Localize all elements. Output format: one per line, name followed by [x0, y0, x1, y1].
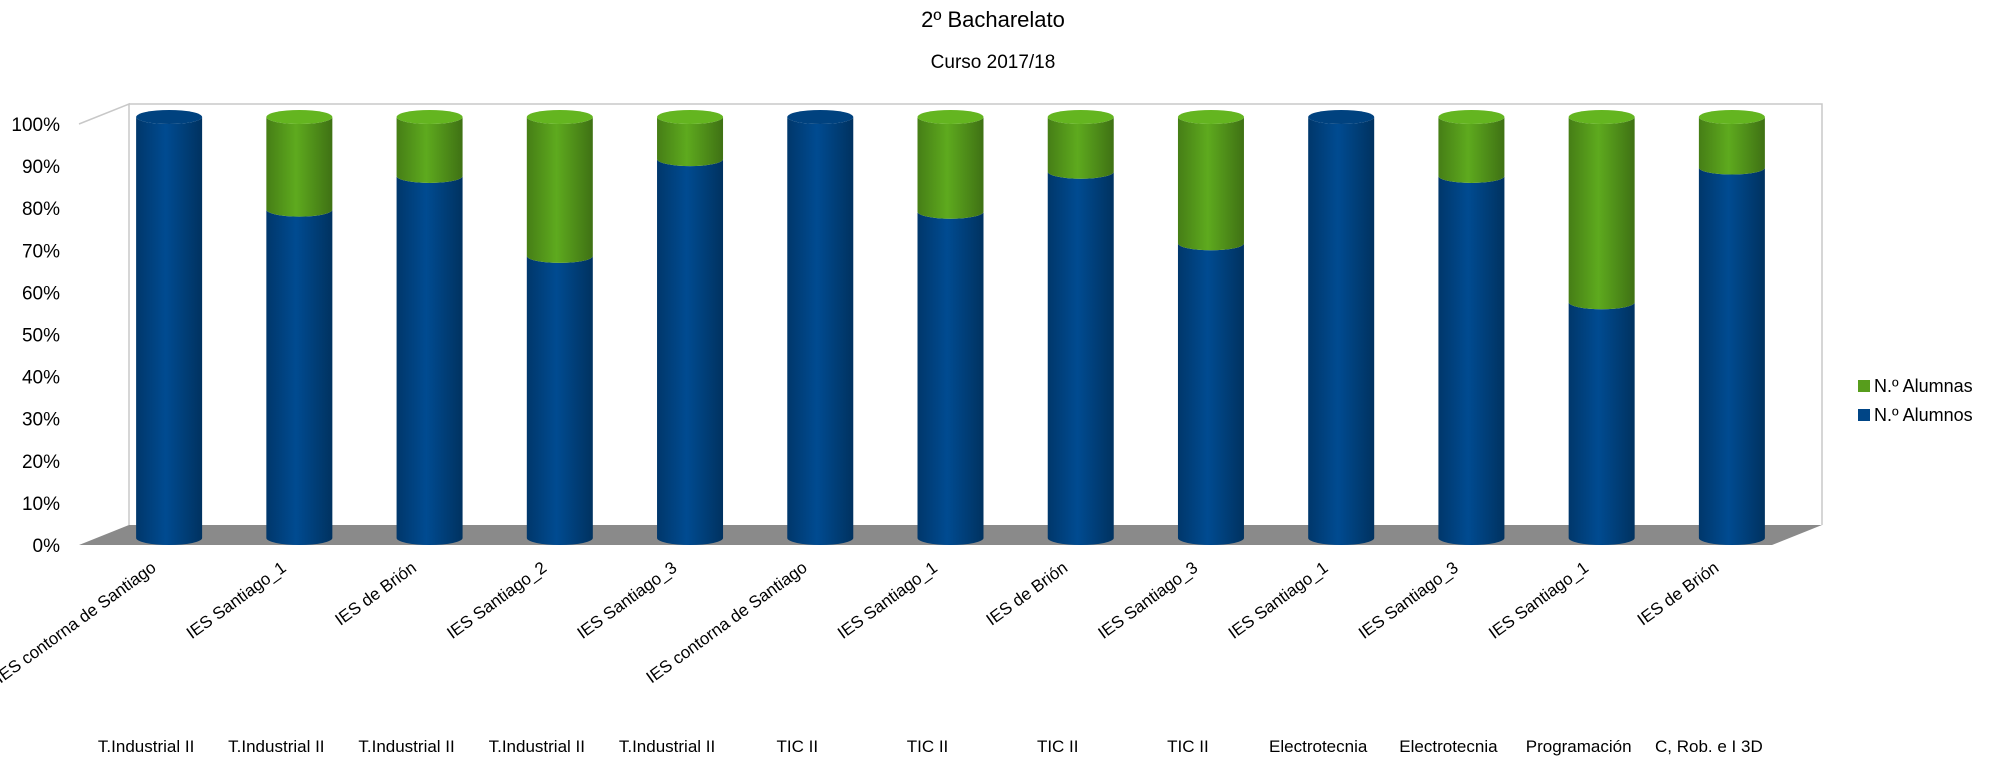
- bar-segment-alumnos: [396, 175, 463, 545]
- bar-group: [1047, 110, 1114, 546]
- y-tick-label: 10%: [22, 494, 60, 515]
- bar-cap-alumnas: [1047, 110, 1114, 124]
- legend-swatch: [1858, 409, 1870, 421]
- x-axis: IES contorna de Santiago T.Industrial II I…: [0, 558, 1763, 756]
- x-tick-label-subject: TIC II: [1037, 737, 1079, 756]
- legend: N.º Alumnas N.º Alumnos: [1858, 376, 1973, 425]
- x-tick-label-subject: T.Industrial II: [228, 737, 324, 756]
- chart-title: 2º Bacharelato: [921, 7, 1065, 32]
- bar-group: [917, 110, 984, 545]
- bar-group: [396, 110, 463, 545]
- y-tick-label: 90%: [22, 157, 60, 178]
- x-tick-label-subject: T.Industrial II: [98, 737, 194, 756]
- bar-group: [136, 110, 203, 545]
- y-tick-label: 70%: [22, 241, 60, 262]
- y-tick-label: 80%: [22, 199, 60, 220]
- bars: [136, 110, 1765, 546]
- bar-group: [1568, 110, 1635, 545]
- bar-segment-alumnos: [1177, 243, 1244, 546]
- x-tick-label-subject: T.Industrial II: [489, 737, 585, 756]
- bar-segment-alumnos: [787, 117, 854, 545]
- x-tick-label-subject: Electrotecnia: [1399, 737, 1498, 756]
- bar-segment-alumnas: [917, 117, 984, 219]
- x-tick-label-school: IES de Brión: [332, 558, 420, 629]
- bar-group: [526, 110, 593, 545]
- x-tick-label-school: IES Santiago_3: [574, 558, 681, 643]
- bar-segment-alumnas: [1438, 117, 1505, 183]
- bar-group: [1438, 110, 1505, 545]
- bar-cap-alumnas: [1177, 110, 1244, 124]
- bar-segment-alumnos: [657, 159, 724, 545]
- bar-cap-alumnas: [657, 110, 724, 124]
- x-tick-label-school: IES de Brión: [1634, 558, 1722, 629]
- bar-cap-alumnos: [1308, 110, 1375, 124]
- x-tick-label-subject: T.Industrial II: [358, 737, 454, 756]
- x-tick-label-subject: Programación: [1526, 737, 1632, 756]
- bar-cap-alumnas: [917, 110, 984, 124]
- y-tick-label: 20%: [22, 452, 60, 473]
- bar-cap-alumnos: [787, 110, 854, 124]
- x-tick-label-school: IES Santiago_1: [1485, 558, 1592, 643]
- bar-segment-alumnas: [1698, 117, 1765, 175]
- bar-segment-alumnos: [1698, 167, 1765, 545]
- y-tick-label: 30%: [22, 410, 60, 431]
- x-tick-label-subject: Electrotecnia: [1269, 737, 1368, 756]
- bar-segment-alumnas: [657, 117, 724, 167]
- x-tick-label-school: IES de Brión: [983, 558, 1071, 629]
- x-tick-label-school: IES contorna de Santiago: [0, 558, 159, 687]
- side-wall: [78, 102, 130, 525]
- bar-group: [1308, 110, 1375, 545]
- bar-segment-alumnos: [1438, 175, 1505, 545]
- x-tick-label-school: IES Santiago_1: [1225, 558, 1332, 643]
- x-tick-label-subject: TIC II: [907, 737, 949, 756]
- x-tick-label-school: IES Santiago_3: [1355, 558, 1462, 643]
- bar-cap-alumnas: [526, 110, 593, 124]
- bar-segment-alumnos: [1047, 171, 1114, 546]
- x-tick-label-subject: C, Rob. e I 3D: [1655, 737, 1763, 756]
- y-axis: 0% 10% 20% 30% 40% 50% 60% 70% 80% 90% 100%: [11, 115, 60, 557]
- x-tick-label-subject: TIC II: [776, 737, 818, 756]
- bar-segment-alumnos: [1568, 302, 1635, 545]
- bar-cap-alumnas: [266, 110, 333, 124]
- bar-segment-alumnos: [917, 211, 984, 545]
- bar-segment-alumnos: [526, 255, 593, 545]
- chart-subtitle: Curso 2017/18: [931, 52, 1056, 73]
- bar-group: [266, 110, 333, 545]
- bar-segment-alumnas: [1568, 117, 1635, 310]
- bar-segment-alumnas: [396, 117, 463, 183]
- legend-label: N.º Alumnas: [1874, 376, 1973, 396]
- x-tick-label-school: IES Santiago_1: [183, 558, 290, 643]
- y-tick-label: 50%: [22, 326, 60, 347]
- bar-cap-alumnas: [1698, 110, 1765, 124]
- bar-segment-alumnos: [136, 117, 203, 545]
- y-tick-label: 60%: [22, 283, 60, 304]
- bar-group: [657, 110, 724, 545]
- bar-segment-alumnas: [1047, 117, 1114, 179]
- bar-segment-alumnas: [1177, 117, 1244, 251]
- y-tick-label: 40%: [22, 368, 60, 389]
- bar-group: [1177, 110, 1244, 546]
- bar-segment-alumnos: [266, 209, 333, 545]
- y-tick-label: 0%: [33, 536, 61, 557]
- y-tick-label: 100%: [11, 115, 60, 136]
- legend-label: N.º Alumnos: [1874, 405, 1973, 425]
- bar-segment-alumnos: [1308, 117, 1375, 545]
- legend-swatch: [1858, 380, 1870, 392]
- x-tick-label-school: IES Santiago_1: [834, 558, 941, 643]
- bar-cap-alumnas: [1568, 110, 1635, 124]
- back-wall: [129, 103, 1823, 525]
- x-tick-label-subject: TIC II: [1167, 737, 1209, 756]
- x-tick-label-subject: T.Industrial II: [619, 737, 715, 756]
- bar-segment-alumnas: [526, 117, 593, 263]
- bar-segment-alumnas: [266, 117, 333, 217]
- bar-cap-alumnas: [1438, 110, 1505, 124]
- bar-group: [787, 110, 854, 545]
- bar-group: [1698, 110, 1765, 545]
- x-tick-label-school: IES Santiago_3: [1095, 558, 1202, 643]
- bar-cap-alumnas: [396, 110, 463, 124]
- x-tick-label-school: IES Santiago_2: [443, 558, 550, 643]
- bar-cap-alumnos: [136, 110, 203, 124]
